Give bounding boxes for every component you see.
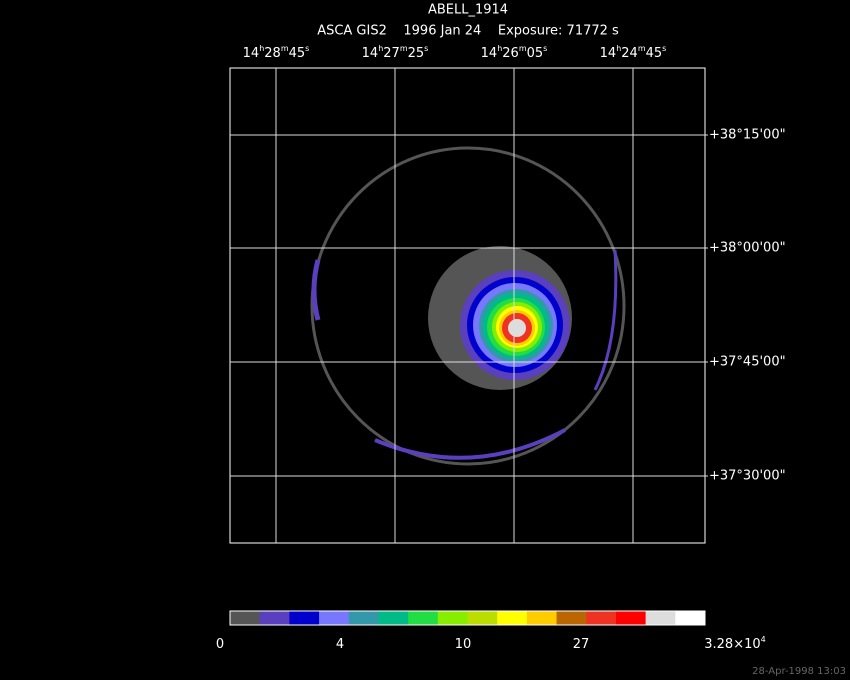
- label-part: 05: [527, 46, 544, 61]
- colorbar-segment: [408, 611, 439, 625]
- detector-ring: [310, 146, 626, 466]
- ring-edge: [374, 428, 566, 460]
- ra-label: 14h28m45s: [243, 44, 310, 61]
- superscript: m: [400, 44, 408, 53]
- label-part: 27: [573, 637, 590, 652]
- colorbar-label: 0: [216, 637, 224, 652]
- superscript: m: [519, 44, 527, 53]
- colorbar-segment: [675, 611, 706, 625]
- colorbar-segment: [526, 611, 558, 625]
- timestamp: 28-Apr-1998 13:03: [752, 666, 846, 677]
- title: ABELL_1914: [428, 3, 508, 18]
- colorbar-segment: [437, 611, 468, 625]
- colorbar-segment: [467, 611, 498, 625]
- ring-edge: [593, 249, 618, 391]
- label-part: 45: [646, 46, 663, 61]
- ring-edge: [311, 259, 321, 321]
- ra-label: 14h27m25s: [362, 44, 429, 61]
- superscript: 4: [761, 635, 766, 644]
- dec-label: +38°15'00": [709, 128, 786, 143]
- superscript: m: [638, 44, 646, 53]
- colorbar-segment: [497, 611, 528, 625]
- colorbar-segment: [289, 611, 320, 625]
- label-part: 45: [289, 46, 306, 61]
- colorbar-segment: [230, 611, 261, 625]
- ra-label: 14h24m45s: [600, 44, 667, 61]
- superscript: h: [378, 44, 383, 53]
- superscript: h: [259, 44, 264, 53]
- colorbar-frame: [229, 610, 706, 626]
- colorbar-segment: [348, 611, 379, 625]
- cluster-core: [508, 319, 526, 337]
- label-part: 0: [216, 637, 224, 652]
- label-part: 14: [362, 46, 379, 61]
- dec-label: +37°30'00": [709, 469, 786, 484]
- superscript: h: [616, 44, 621, 53]
- label-part: 14: [243, 46, 260, 61]
- colorbar-segment: [259, 611, 290, 625]
- subtitle: ASCA GIS2 1996 Jan 24 Exposure: 71772 s: [317, 24, 619, 39]
- superscript: h: [497, 44, 502, 53]
- colorbar-segment: [586, 611, 617, 625]
- colorbar-segment: [615, 611, 647, 625]
- label-part: 28: [264, 46, 281, 61]
- superscript: s: [543, 44, 547, 53]
- colorbar-segment: [378, 611, 409, 625]
- label-part: 4: [336, 637, 344, 652]
- colorbar-label: 4: [336, 637, 344, 652]
- colorbar-label: 3.28×104: [704, 635, 765, 652]
- superscript: s: [424, 44, 428, 53]
- label-part: 10: [455, 637, 472, 652]
- label-part: 14: [600, 46, 617, 61]
- colorbar-segment: [556, 611, 587, 625]
- xray-image: [310, 146, 626, 466]
- dec-label: +38°00'00": [709, 241, 786, 256]
- superscript: s: [662, 44, 666, 53]
- colorbar-segment: [645, 611, 676, 625]
- label-part: 3.28×10: [704, 637, 760, 652]
- label-part: 24: [621, 46, 638, 61]
- label-part: 25: [408, 46, 425, 61]
- colorbar-label: 27: [573, 637, 590, 652]
- label-part: 14: [481, 46, 498, 61]
- superscript: m: [281, 44, 289, 53]
- label-part: 26: [502, 46, 519, 61]
- superscript: s: [305, 44, 309, 53]
- label-part: 27: [383, 46, 400, 61]
- dec-label: +37°45'00": [709, 355, 786, 370]
- ra-label: 14h26m05s: [481, 44, 548, 61]
- coordinate-grid: [230, 68, 705, 543]
- colorbar-segment: [319, 611, 350, 625]
- colorbar-label: 10: [455, 637, 472, 652]
